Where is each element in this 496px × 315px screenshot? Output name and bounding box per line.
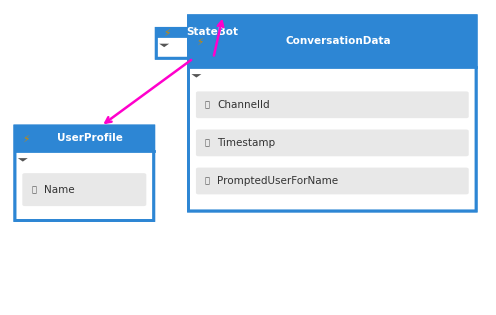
FancyBboxPatch shape bbox=[196, 129, 469, 156]
Text: ChannelId: ChannelId bbox=[217, 100, 270, 110]
FancyBboxPatch shape bbox=[15, 126, 154, 151]
Text: Timestamp: Timestamp bbox=[217, 138, 275, 148]
Text: ConversationData: ConversationData bbox=[286, 36, 391, 46]
Bar bbox=[15, 138, 154, 151]
FancyBboxPatch shape bbox=[188, 16, 476, 66]
Bar bbox=[156, 32, 255, 36]
Text: 🔧: 🔧 bbox=[205, 176, 210, 186]
FancyBboxPatch shape bbox=[15, 126, 154, 220]
Text: ⚡: ⚡ bbox=[22, 134, 29, 144]
Text: UserProfile: UserProfile bbox=[58, 133, 123, 143]
Bar bbox=[188, 41, 476, 66]
Text: 🔧: 🔧 bbox=[31, 185, 36, 194]
Text: Name: Name bbox=[44, 185, 74, 195]
FancyBboxPatch shape bbox=[156, 28, 255, 36]
Polygon shape bbox=[18, 158, 28, 162]
FancyBboxPatch shape bbox=[188, 16, 476, 211]
Text: 🔧: 🔧 bbox=[205, 138, 210, 147]
FancyBboxPatch shape bbox=[156, 28, 255, 58]
Polygon shape bbox=[159, 44, 169, 47]
Text: ⚡: ⚡ bbox=[164, 27, 171, 37]
FancyBboxPatch shape bbox=[22, 173, 146, 206]
FancyBboxPatch shape bbox=[196, 91, 469, 118]
FancyBboxPatch shape bbox=[196, 168, 469, 194]
Text: StateBot: StateBot bbox=[186, 27, 238, 37]
Text: PromptedUserForName: PromptedUserForName bbox=[217, 176, 338, 186]
Text: 🔧: 🔧 bbox=[205, 100, 210, 109]
Polygon shape bbox=[191, 74, 201, 77]
Text: ⚡: ⚡ bbox=[196, 37, 203, 47]
